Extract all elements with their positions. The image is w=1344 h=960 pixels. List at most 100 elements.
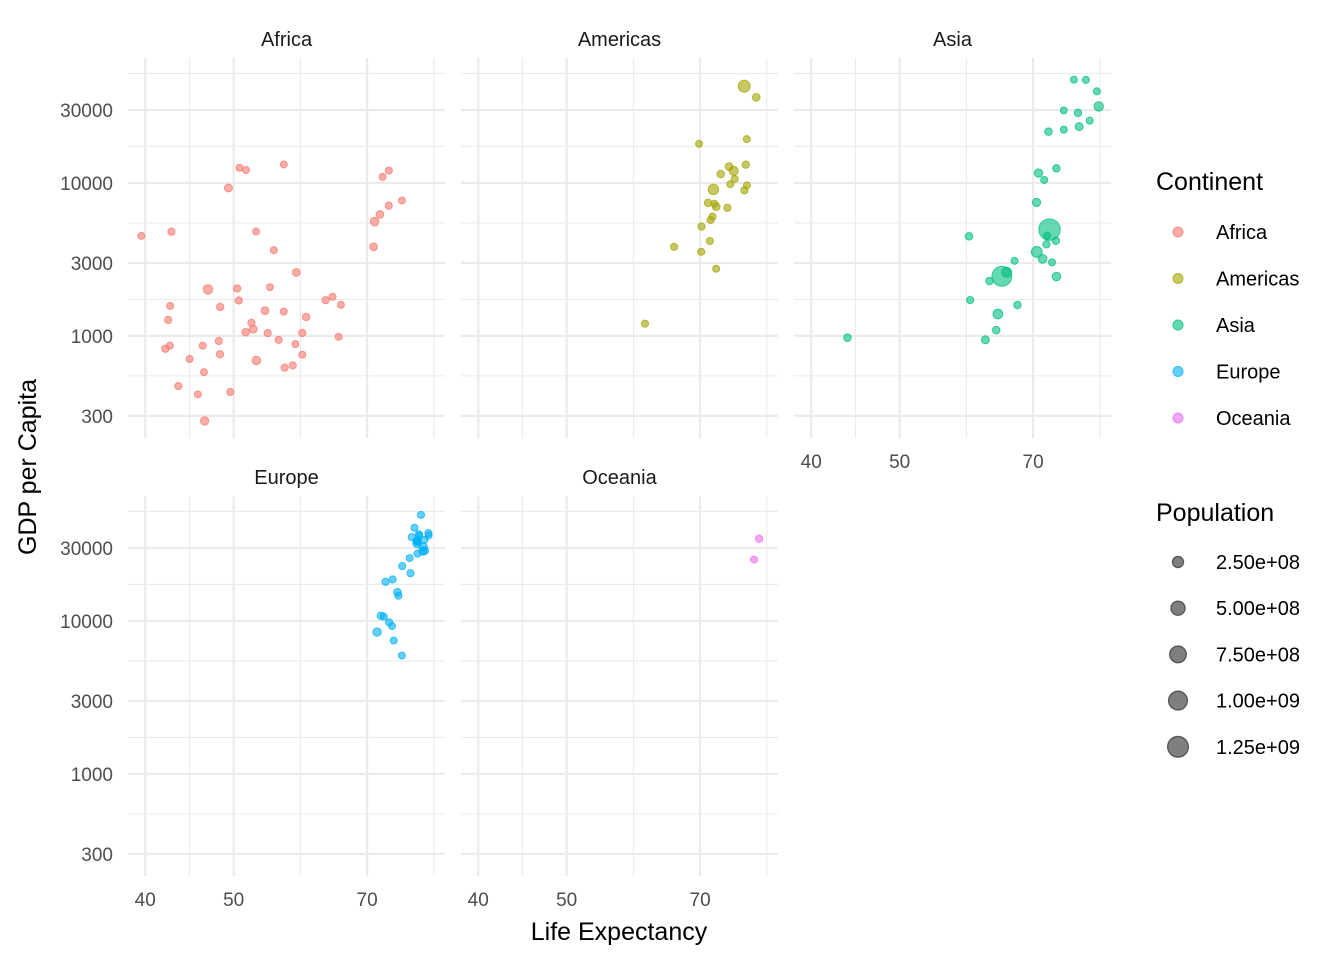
facet-strip-title: Africa (261, 29, 313, 51)
data-point (640, 319, 650, 328)
x-tick-label: 70 (1023, 452, 1044, 473)
data-point (413, 549, 422, 558)
data-point (1051, 236, 1061, 245)
y-tick-label: 300 (81, 407, 113, 428)
x-tick-label: 50 (556, 890, 577, 911)
data-point (410, 523, 419, 532)
y-tick-label: 30000 (60, 101, 113, 122)
data-point (1052, 164, 1061, 173)
data-point (164, 315, 173, 325)
legend-label: Asia (1216, 315, 1256, 337)
data-point (724, 162, 734, 172)
legend-label: 1.00e+09 (1216, 691, 1300, 713)
data-point (375, 210, 385, 219)
data-point (174, 381, 183, 391)
legend-key-americas (1172, 273, 1184, 284)
data-point (991, 325, 1001, 335)
series-africa (137, 160, 406, 426)
legend-key-africa (1172, 226, 1184, 238)
data-point (1051, 271, 1062, 282)
data-point (420, 546, 430, 556)
data-point (279, 160, 288, 169)
y-tick-label: 300 (81, 845, 113, 866)
data-point (185, 355, 194, 364)
data-point (291, 267, 301, 277)
data-point (1074, 122, 1084, 132)
y-tick-label: 30000 (60, 539, 113, 560)
data-point (369, 242, 378, 252)
data-point (980, 335, 990, 345)
data-point (992, 308, 1004, 320)
facet-panel-asia: Asia (794, 29, 1111, 438)
legend-label: 1.25e+09 (1216, 737, 1300, 759)
data-point (964, 232, 974, 241)
data-point (405, 554, 414, 563)
data-point (328, 292, 337, 301)
data-point (215, 350, 225, 359)
data-point (384, 201, 393, 210)
data-point (1059, 106, 1068, 115)
data-point (369, 216, 380, 227)
data-point (263, 328, 272, 338)
data-point (697, 247, 706, 256)
data-point (705, 236, 714, 246)
data-point (274, 335, 283, 344)
data-point (742, 181, 751, 190)
series-oceania (750, 534, 764, 564)
data-point (372, 627, 382, 637)
data-point (166, 301, 175, 310)
facet-panels: Africa Americas Asia Europe Oceania (128, 29, 1111, 876)
data-point (1048, 258, 1057, 267)
data-point (1043, 231, 1052, 240)
data-point (226, 387, 235, 397)
data-point (199, 416, 210, 426)
data-point (202, 284, 214, 295)
series-americas (640, 79, 761, 328)
data-point (394, 591, 403, 600)
data-point (232, 284, 242, 293)
legend-key-oceania (1172, 412, 1184, 424)
data-point (670, 242, 679, 251)
y-tick-label: 1000 (71, 765, 113, 786)
legend-size-key (1167, 690, 1189, 711)
facet-panel-americas: Americas (461, 29, 778, 438)
data-point (742, 135, 751, 144)
data-point (710, 199, 719, 208)
data-point (165, 341, 174, 350)
data-point (381, 577, 390, 586)
data-point (1059, 125, 1068, 134)
data-point (288, 361, 297, 370)
legend-size-key (1171, 555, 1185, 569)
legend-key-asia (1172, 319, 1184, 331)
data-point (1031, 197, 1042, 208)
legend-population: Population 2.50e+08 5.00e+08 7.50e+08 1.00e… (1156, 499, 1300, 759)
data-point (1085, 116, 1094, 125)
series-asia (843, 75, 1104, 345)
y-tick-label: 10000 (60, 174, 113, 195)
data-point (1040, 175, 1049, 184)
data-point (199, 368, 208, 377)
data-point (280, 363, 289, 372)
data-point (193, 390, 202, 399)
data-point (265, 283, 274, 292)
data-point (321, 296, 330, 305)
data-point (1037, 253, 1048, 264)
data-point (1033, 168, 1044, 178)
data-point (1013, 300, 1022, 310)
facet-panel-africa: Africa (128, 29, 445, 438)
data-point (388, 622, 396, 631)
x-tick-label: 70 (690, 890, 711, 911)
legend-size-key (1168, 645, 1187, 664)
x-tick-label: 70 (357, 890, 378, 911)
data-point (378, 172, 387, 181)
data-point (1010, 256, 1019, 265)
data-point (298, 328, 307, 338)
facet-strip-title: Asia (933, 29, 973, 51)
data-point (397, 651, 406, 660)
legend-continent-title: Continent (1156, 168, 1263, 196)
data-point (750, 555, 759, 564)
data-point (252, 227, 261, 236)
data-point (1001, 266, 1013, 278)
data-point (695, 139, 704, 148)
legend-key-europe (1172, 366, 1184, 377)
